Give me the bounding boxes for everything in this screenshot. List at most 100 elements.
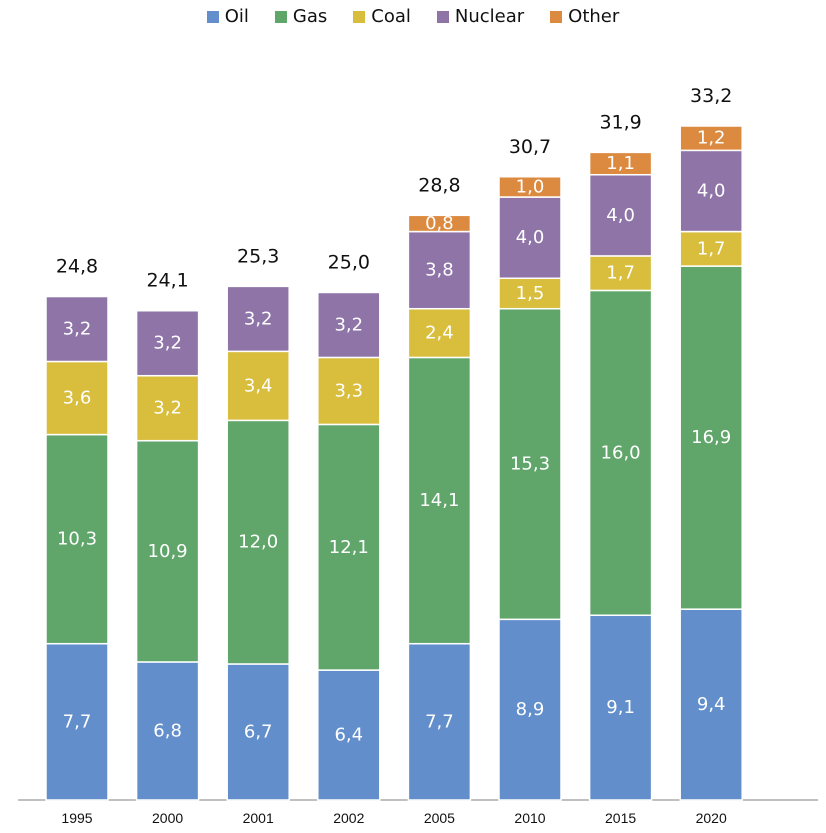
bar-segment-gas bbox=[226, 419, 290, 665]
data-label: 10,9 bbox=[148, 541, 188, 562]
legend-item-nuclear: Nuclear bbox=[436, 6, 525, 27]
data-label: 3,2 bbox=[63, 319, 92, 340]
data-label: 6,8 bbox=[153, 720, 182, 741]
bar-segment-coal bbox=[317, 356, 381, 426]
data-label: 4,0 bbox=[516, 227, 545, 248]
data-label: 15,3 bbox=[510, 454, 550, 475]
data-label: 14,1 bbox=[419, 490, 459, 511]
data-label: 6,4 bbox=[334, 725, 363, 746]
legend-label: Other bbox=[568, 6, 620, 27]
data-label: 3,3 bbox=[334, 380, 363, 401]
total-label: 30,7 bbox=[509, 136, 551, 158]
legend-item-gas: Gas bbox=[274, 6, 328, 27]
total-label: 25,0 bbox=[328, 251, 370, 273]
legend-label: Gas bbox=[292, 6, 328, 27]
total-label: 33,2 bbox=[690, 85, 732, 107]
bar-stack-2001: 6,7 12,0 3,4 3,2 25,3 2001 bbox=[226, 245, 290, 826]
legend-label: Oil bbox=[224, 6, 249, 27]
bar-segment-oil bbox=[317, 669, 381, 801]
legend-swatch bbox=[353, 10, 366, 23]
bar-segment-gas bbox=[45, 433, 109, 645]
data-label: 0,8 bbox=[425, 213, 454, 234]
data-label: 4,0 bbox=[606, 205, 635, 226]
bar-segment-gas bbox=[498, 307, 562, 621]
bar-segment-other bbox=[407, 214, 472, 233]
total-label: 24,1 bbox=[146, 270, 188, 292]
bar-segment-nuclear bbox=[135, 309, 200, 377]
legend-label: Nuclear bbox=[454, 6, 525, 27]
total-label: 31,9 bbox=[599, 111, 641, 133]
data-label: 7,7 bbox=[63, 711, 92, 732]
bar-segment-nuclear bbox=[679, 149, 743, 233]
x-tick-label: 2005 bbox=[424, 810, 455, 826]
data-label: 1,7 bbox=[697, 238, 726, 259]
bar-segment-gas bbox=[407, 356, 472, 645]
bar-segment-other bbox=[679, 125, 743, 152]
data-label: 7,7 bbox=[425, 711, 454, 732]
bar-stack-1995: 7,7 10,3 3,6 3,2 24,8 1995 bbox=[45, 256, 109, 826]
bar-stack-2005: 7,7 14,1 2,4 3,8 0,8 28,8 2005 bbox=[407, 174, 472, 826]
chart-legend: Oil Gas Coal Nuclear Other bbox=[0, 6, 826, 27]
total-label: 24,8 bbox=[56, 256, 98, 278]
legend-item-other: Other bbox=[550, 6, 619, 27]
x-tick-label: 2020 bbox=[696, 810, 727, 826]
legend-label: Coal bbox=[371, 6, 411, 27]
data-label: 12,1 bbox=[329, 537, 369, 558]
bar-stack-2002: 6,4 12,1 3,3 3,2 25,0 2002 bbox=[317, 251, 381, 826]
bar-segment-coal bbox=[407, 307, 472, 359]
data-label: 1,0 bbox=[516, 176, 545, 197]
data-label: 9,4 bbox=[697, 694, 726, 715]
data-label: 1,7 bbox=[606, 263, 635, 284]
bar-segment-coal bbox=[135, 374, 200, 442]
x-tick-label: 2001 bbox=[243, 810, 274, 826]
total-label: 28,8 bbox=[418, 174, 460, 196]
data-label: 6,7 bbox=[244, 721, 273, 742]
bar-segment-nuclear bbox=[317, 291, 381, 359]
legend-swatch bbox=[436, 10, 449, 23]
data-label: 3,2 bbox=[153, 398, 182, 419]
bar-segment-gas bbox=[135, 439, 200, 663]
bar-segment-coal bbox=[498, 277, 562, 310]
data-label: 1,1 bbox=[606, 153, 635, 174]
bar-segment-other bbox=[588, 151, 653, 176]
bar-stack-2000: 6,8 10,9 3,2 3,2 24,1 2000 bbox=[135, 270, 200, 826]
data-label: 3,4 bbox=[244, 375, 273, 396]
data-label: 16,0 bbox=[601, 442, 641, 463]
legend-swatch bbox=[206, 10, 219, 23]
total-label: 25,3 bbox=[237, 245, 279, 267]
data-label: 3,2 bbox=[153, 333, 182, 354]
bar-segment-oil bbox=[498, 618, 562, 801]
data-label: 3,2 bbox=[244, 308, 273, 329]
bar-stack-2010: 8,9 15,3 1,5 4,0 1,0 30,7 2010 bbox=[498, 136, 562, 826]
bar-segment-gas bbox=[317, 423, 381, 671]
data-label: 1,2 bbox=[697, 128, 726, 149]
bar-segment-gas bbox=[588, 289, 653, 617]
x-tick-label: 2010 bbox=[514, 810, 545, 826]
data-label: 3,8 bbox=[425, 260, 454, 281]
data-label: 12,0 bbox=[238, 532, 278, 553]
legend-item-coal: Coal bbox=[353, 6, 411, 27]
data-label: 9,1 bbox=[606, 697, 635, 718]
x-tick-label: 2000 bbox=[152, 810, 183, 826]
data-label: 3,2 bbox=[334, 314, 363, 335]
x-tick-label: 2002 bbox=[333, 810, 364, 826]
bars-layer: 7,7 10,3 3,6 3,2 24,8 1995 6,8 10,9 3,2 3,2 24,1 20… bbox=[45, 85, 743, 826]
data-label: 3,6 bbox=[63, 388, 92, 409]
bar-segment-coal bbox=[588, 255, 653, 292]
bar-segment-gas bbox=[679, 265, 743, 610]
legend-swatch bbox=[274, 10, 287, 23]
legend-swatch bbox=[550, 10, 563, 23]
bar-segment-nuclear bbox=[498, 196, 562, 280]
bar-segment-nuclear bbox=[226, 285, 290, 353]
data-label: 16,9 bbox=[691, 427, 731, 448]
bar-segment-oil bbox=[407, 642, 472, 801]
bar-segment-other bbox=[498, 176, 562, 198]
data-label: 8,9 bbox=[516, 699, 545, 720]
data-label: 4,0 bbox=[697, 180, 726, 201]
bar-segment-nuclear bbox=[407, 230, 472, 310]
bar-segment-coal bbox=[679, 230, 743, 267]
data-label: 2,4 bbox=[425, 323, 454, 344]
x-tick-label: 1995 bbox=[61, 810, 92, 826]
data-label: 10,3 bbox=[57, 529, 97, 550]
